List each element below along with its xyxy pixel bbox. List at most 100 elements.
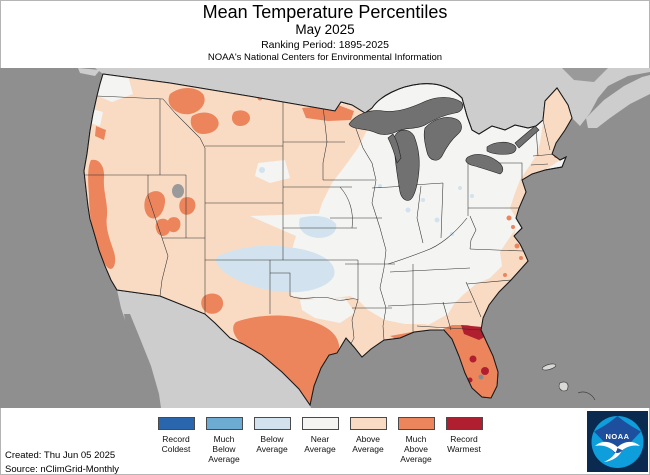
lake-huron (423, 117, 462, 161)
carolina-coast-dot (514, 243, 520, 249)
legend-swatch (445, 417, 483, 430)
great-lakes (348, 97, 540, 201)
lake-superior (348, 97, 464, 135)
montana-much-above-2 (190, 112, 219, 134)
island (558, 381, 569, 392)
minnesota-much-above (302, 105, 354, 121)
nevada-much-above-2 (155, 218, 171, 236)
much-above-regions (88, 88, 558, 405)
great-salt-lake (172, 184, 184, 198)
nevada-much-above-1 (144, 191, 166, 219)
midwest-below-speck (434, 217, 440, 223)
montana-much-above-3 (231, 110, 250, 127)
month-subtitle: May 2025 (295, 22, 355, 37)
plains-below-blob (215, 245, 335, 293)
midwest-below-speck (421, 198, 425, 202)
central-plains-white (250, 213, 398, 293)
kansas-nebraska-below-blob (299, 216, 337, 238)
legend-item-record-warmest: Record Warmest (440, 417, 488, 464)
noaa-logo: NOAA (587, 411, 648, 472)
green-bay (387, 133, 402, 164)
legend-item-above: Above Average (344, 417, 392, 464)
data-source: Source: nClimGrid-Monthly (5, 463, 120, 475)
legend-label: Below Average (256, 434, 288, 454)
noaa-logo-text: NOAA (605, 432, 629, 441)
gulf-of-california (124, 314, 161, 408)
vancouver-island (78, 68, 100, 76)
st-lawrence-river (514, 125, 540, 149)
south-dakota-white (255, 160, 290, 183)
legend-swatch (253, 417, 291, 430)
northeast-above-blob (510, 88, 572, 218)
lake-erie (465, 154, 504, 175)
chesapeake-dot (506, 215, 512, 221)
ranking-period: Ranking Period: 1895-2025 (261, 39, 389, 51)
legend-item-much-above: Much Above Average (392, 417, 440, 464)
nova-scotia (586, 75, 650, 128)
west-and-south-above-blob (84, 74, 444, 405)
legend-label: Much Above Average (400, 434, 432, 464)
west-washington-white (96, 74, 133, 102)
noaa-logo-kite (594, 416, 641, 456)
legend-swatch (157, 417, 195, 430)
legend-label: Much Below Average (208, 434, 240, 464)
southeast-above-blob (400, 228, 528, 338)
legend-label: Near Average (304, 434, 336, 454)
midwest-below-speck (458, 186, 462, 190)
lake-ontario (486, 141, 517, 155)
footer: Created: Thu Jun 05 2025 Source: nClimGr… (5, 449, 119, 475)
legend-item-record-coldest: Record Coldest (152, 417, 200, 464)
mexico-landmass (117, 290, 311, 408)
legend-item-below: Below Average (248, 417, 296, 464)
gulf-of-st-lawrence (562, 68, 608, 82)
lake-okeechobee (478, 374, 484, 380)
california-much-above (88, 159, 116, 269)
carolina-coast-dot (519, 256, 523, 260)
legend-swatch (349, 417, 387, 430)
legend-swatch (397, 417, 435, 430)
florida-much-above (443, 325, 498, 398)
map-area (0, 68, 650, 408)
legend-label: Record Coldest (161, 434, 191, 454)
created-date: Created: Thu Jun 05 2025 (5, 450, 116, 461)
below-average-regions (215, 167, 474, 293)
gulf-coast-above-strip (329, 326, 417, 357)
bahamas-islands (541, 363, 596, 401)
island (577, 391, 596, 401)
canada-landmass (95, 68, 650, 134)
us-percentile-map (0, 68, 650, 408)
foreign-land (78, 68, 650, 408)
legend-label: Above Average (352, 434, 384, 454)
midwest-below-speck (405, 207, 411, 213)
legend-swatch (205, 417, 243, 430)
dakota-below-speck (259, 167, 265, 173)
midwest-below-speck (470, 194, 474, 198)
montana-much-above-1 (168, 88, 205, 115)
utah-much-above-1 (179, 197, 196, 215)
florida-record-warmest-spot (469, 355, 477, 363)
west-texas-much-above (201, 293, 224, 314)
legend-swatch (301, 417, 339, 430)
utah-much-above-2 (166, 217, 181, 233)
header: Mean Temperature Percentiles May 2025 Ra… (0, 0, 650, 68)
midwest-below-speck (378, 184, 382, 188)
near-average-overlays (88, 74, 398, 323)
chesapeake-dot (511, 225, 515, 229)
page-title: Mean Temperature Percentiles (202, 2, 448, 22)
legend-item-much-below: Much Below Average (200, 417, 248, 464)
florida-record-warmest-spot (481, 367, 489, 375)
above-average-regions (84, 74, 572, 405)
legend-item-near: Near Average (296, 417, 344, 464)
noaa-logo-gull (595, 441, 640, 462)
south-texas-much-above (233, 315, 340, 405)
organization: NOAA's National Centers for Environmenta… (207, 52, 443, 63)
norcal-much-above-spot (95, 126, 106, 140)
northeast-texas-white (300, 298, 355, 323)
legend-label: Record Warmest (447, 434, 481, 454)
noaa-logo-graphic: NOAA (587, 411, 648, 472)
carolina-coast-dot (503, 273, 507, 277)
legend: Record Coldest Much Below Average Below … (152, 417, 488, 464)
us-outline-stroke (83, 73, 573, 407)
island (541, 363, 557, 371)
